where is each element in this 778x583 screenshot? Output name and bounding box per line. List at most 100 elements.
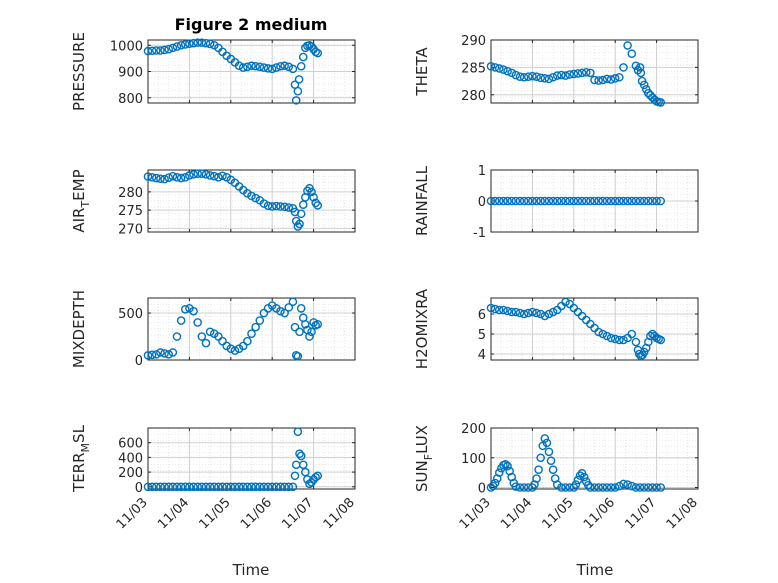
data-point [226, 344, 236, 354]
data-point [644, 483, 653, 492]
data-point [619, 63, 628, 72]
data-point [544, 447, 554, 457]
y-tick-label: 100 [461, 452, 486, 467]
data-point [540, 311, 550, 321]
data-point [656, 483, 666, 492]
y-tick-label: 0 [135, 354, 143, 369]
data-point [193, 482, 202, 492]
data-point [290, 471, 300, 481]
data-point [652, 483, 661, 492]
data-point [648, 483, 657, 492]
data-point [573, 196, 583, 206]
subplot-theta: 280 285 290 THETA [413, 34, 699, 107]
data-point [294, 75, 304, 84]
data-point [511, 482, 521, 491]
data-point [619, 335, 628, 345]
data-point [251, 193, 260, 203]
data-point [519, 309, 529, 319]
data-point [151, 46, 161, 55]
data-point [290, 322, 300, 332]
data-point [238, 63, 248, 72]
data-point [586, 196, 595, 206]
data-point [507, 307, 517, 317]
data-point [197, 332, 207, 341]
data-point [615, 335, 624, 345]
data-point [189, 306, 198, 316]
data-point [503, 66, 512, 76]
data-point [639, 196, 649, 206]
data-point [180, 172, 190, 182]
data-point [546, 456, 556, 466]
data-point [499, 305, 508, 315]
data-point [501, 460, 510, 469]
data-point [156, 348, 165, 357]
data-point [313, 48, 323, 58]
data-point [280, 308, 289, 318]
data-point [303, 186, 312, 196]
y-axis-label: RAINFALL [413, 165, 431, 236]
data-point [295, 219, 304, 229]
y-axis-label: SUNFLUX [413, 425, 435, 492]
data-point [635, 63, 645, 72]
data-point [636, 68, 646, 78]
data-point [511, 307, 521, 317]
axes-box [490, 39, 699, 104]
data-point [511, 70, 521, 80]
data-point [168, 43, 178, 53]
data-point [635, 196, 645, 206]
data-point [503, 461, 512, 471]
data-point [305, 332, 314, 341]
data-point [160, 174, 169, 184]
data-point [259, 482, 269, 492]
axes-box [490, 427, 699, 490]
data-point [644, 196, 653, 206]
data-point [143, 172, 153, 181]
data-point [185, 482, 194, 492]
data-point [515, 308, 525, 318]
data-point [156, 482, 165, 492]
y-tick-label: 900 [118, 66, 143, 81]
data-point [515, 196, 525, 206]
data-point [168, 482, 178, 492]
data-point [226, 482, 236, 492]
data-point [263, 64, 273, 73]
data-point [164, 173, 173, 182]
data-point [610, 74, 620, 83]
data-point [542, 438, 552, 448]
data-point [234, 61, 244, 71]
data-point [189, 482, 198, 492]
y-tick-label: 270 [118, 222, 143, 237]
data-point [594, 196, 603, 206]
data-point [296, 209, 306, 219]
data-point [280, 482, 289, 492]
y-tick-label: 0 [478, 482, 486, 497]
y-tick-label: 280 [118, 186, 143, 201]
data-point [631, 483, 641, 492]
data-point [579, 472, 589, 482]
data-point [486, 303, 496, 313]
data-point [276, 306, 285, 316]
data-point [143, 482, 153, 492]
data-point [180, 40, 190, 49]
subplot-mixdepth: 0 500 MIXDEPTH [70, 290, 356, 369]
y-tick-label: 200 [118, 466, 143, 481]
data-point [590, 483, 599, 492]
data-point [532, 72, 541, 82]
data-point [189, 38, 198, 48]
data-point [168, 171, 178, 181]
data-point [615, 196, 624, 206]
data-point [581, 196, 591, 206]
data-point [507, 68, 517, 78]
data-point [639, 483, 649, 492]
y-axis-label: PRESSURE [70, 32, 88, 111]
y-tick-label: 1000 [110, 39, 143, 54]
data-point [536, 453, 545, 463]
data-point [577, 196, 587, 206]
data-point [230, 482, 240, 492]
data-point [309, 193, 318, 202]
axes-box [490, 297, 699, 361]
data-point [160, 45, 169, 55]
data-point [627, 329, 637, 339]
data-point [172, 172, 182, 182]
data-point [307, 187, 316, 197]
